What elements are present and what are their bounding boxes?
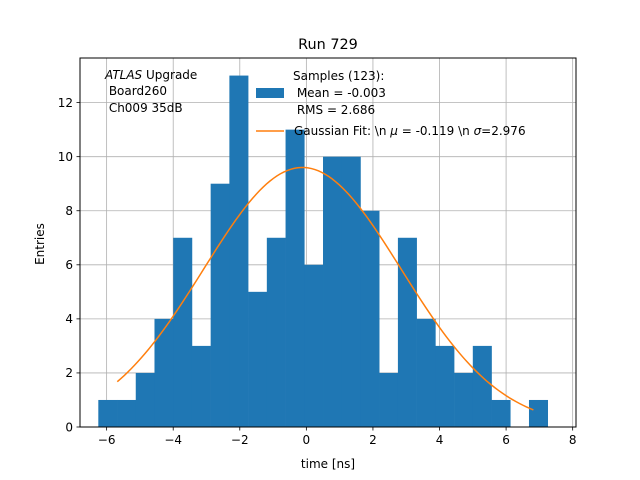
annotation-upgrade: Upgrade (142, 68, 197, 82)
y-tick-label: 6 (65, 258, 73, 272)
legend-hist-label-2: Mean = -0.003 (293, 86, 386, 100)
histogram-bar (454, 372, 474, 427)
y-tick-label: 0 (65, 420, 73, 434)
legend: Samples (123): Mean = -0.003 RMS = 2.686… (256, 69, 526, 138)
histogram-bar (173, 237, 193, 427)
histogram-bar (117, 399, 137, 427)
legend-fit-suffix: =2.976 (481, 124, 525, 138)
histogram-bar (304, 264, 324, 427)
histogram-bar (341, 156, 361, 427)
legend-fit-mid: = -0.119 \n (398, 124, 474, 138)
x-tick-label: −6 (98, 433, 116, 447)
histogram-bar (285, 129, 305, 427)
gaussian-fit-curve (116, 166, 534, 411)
histogram-bar (472, 345, 492, 427)
x-tick-label: −2 (231, 433, 249, 447)
annotation-line-1: ATLAS Upgrade (104, 68, 197, 82)
y-axis-ticks: 0 2 4 6 8 10 12 (58, 96, 80, 434)
chart-title: Run 729 (298, 37, 358, 53)
histogram-bars (98, 75, 549, 428)
y-tick-label: 8 (65, 204, 73, 218)
plot-frame (79, 57, 577, 428)
x-axis-ticks: −6 −4 −2 0 2 4 6 8 (98, 427, 577, 447)
y-tick-label: 10 (58, 150, 73, 164)
legend-hist-label-1: Samples (123): (293, 69, 384, 83)
histogram-bar (491, 399, 511, 427)
histogram-bar (416, 318, 436, 427)
histogram-bar (323, 156, 343, 427)
legend-hist-label-3: RMS = 2.686 (293, 103, 375, 117)
histogram-bar (135, 372, 155, 427)
x-tick-label: −4 (164, 433, 182, 447)
legend-hist-swatch (256, 88, 284, 98)
legend-fit-label: Gaussian Fit: \n μ = -0.119 \n σ=2.976 (294, 124, 526, 138)
x-tick-label: 2 (369, 433, 377, 447)
histogram-bar (528, 399, 549, 427)
histogram-bar (191, 345, 211, 427)
x-tick-label: 6 (502, 433, 510, 447)
histogram-bar (397, 237, 417, 427)
annotation-atlas: ATLAS (104, 68, 143, 82)
x-tick-label: 4 (436, 433, 444, 447)
legend-fit-sigma: σ (474, 124, 482, 138)
histogram-bar (248, 291, 268, 427)
atlas-annotation: ATLAS Upgrade Board260 Ch009 35dB (104, 68, 197, 115)
histogram-bar (360, 210, 380, 427)
histogram-bar (154, 318, 174, 427)
histogram-bar (379, 372, 399, 427)
annotation-line-3: Ch009 35dB (105, 101, 183, 115)
histogram-bar (229, 75, 249, 428)
histogram-bar (210, 183, 230, 427)
y-tick-label: 2 (65, 366, 73, 380)
y-tick-label: 4 (65, 312, 73, 326)
y-axis-label: Entries (33, 223, 47, 265)
x-tick-label: 0 (303, 433, 311, 447)
histogram-bar (98, 399, 118, 427)
legend-fit-mu: μ (389, 124, 398, 138)
x-axis-label: time [ns] (301, 457, 355, 471)
histogram-bar (266, 237, 286, 427)
legend-fit-prefix: Gaussian Fit: \n (294, 124, 390, 138)
annotation-line-2: Board260 (105, 84, 167, 98)
x-tick-label: 8 (569, 433, 577, 447)
histogram-bar (435, 345, 455, 427)
y-tick-label: 12 (58, 96, 73, 110)
